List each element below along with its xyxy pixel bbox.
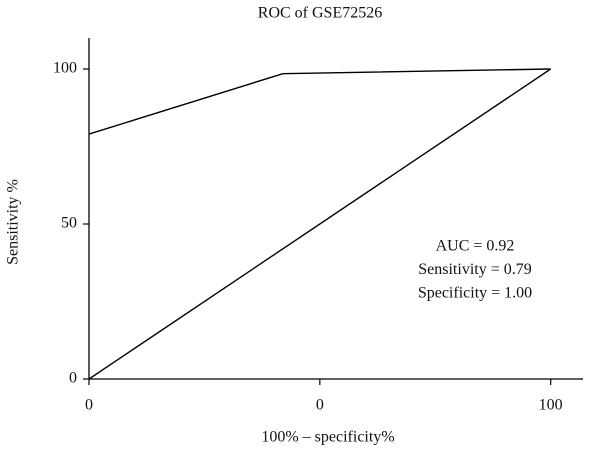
line <box>88 68 551 135</box>
x-axis-label: 100% – specificity% <box>261 429 394 446</box>
line <box>88 68 552 380</box>
y-tick-label: 0 <box>69 370 77 387</box>
annotation: Specificity = 1.00 <box>418 285 532 302</box>
y-tick-label: 100 <box>53 60 77 77</box>
x-tick-label: 0 <box>316 397 324 414</box>
x-tick-label: 0 <box>85 397 93 414</box>
y-tick-label: 50 <box>61 215 77 232</box>
x-tick-label: 100 <box>539 397 563 414</box>
annotation: Sensitivity = 0.79 <box>418 261 531 278</box>
y-axis-label: Sensitivity % <box>5 179 22 265</box>
chart-title: ROC of GSE72526 <box>258 5 382 22</box>
annotation: AUC = 0.92 <box>436 238 515 255</box>
